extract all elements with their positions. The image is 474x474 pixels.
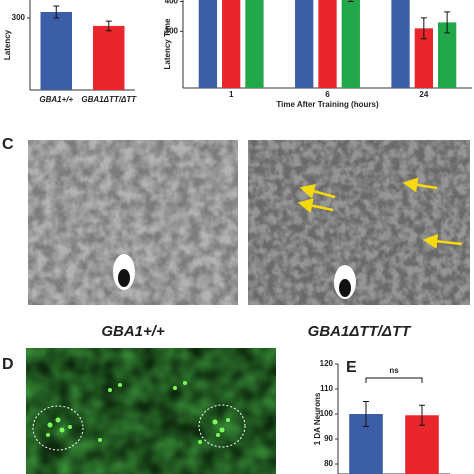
bar	[40, 12, 72, 90]
y-tick-label: 300	[165, 26, 179, 35]
y-tick-label: 300	[12, 13, 26, 22]
y-axis-title: Latency	[3, 29, 12, 60]
esophagus	[118, 269, 130, 287]
x-tick-label: GBA1ΔTT/ΔTT	[81, 95, 137, 104]
y-tick-label: 100	[320, 409, 334, 418]
y-axis-title: Latency Time	[163, 18, 172, 70]
caption: GBA1ΔTT/ΔTT	[308, 323, 412, 340]
x-tick-label: GBA1+/+	[39, 95, 73, 104]
error-bar	[105, 20, 112, 32]
bars	[198, 0, 457, 88]
bar	[198, 0, 218, 88]
image-texture	[26, 348, 276, 474]
panel-label: D	[2, 356, 14, 373]
neurons	[46, 381, 230, 444]
error-bar	[419, 404, 425, 426]
y-tick-label: 80	[324, 459, 333, 468]
error-bar	[444, 11, 451, 34]
panel-label: C	[2, 136, 14, 153]
bar	[222, 0, 241, 88]
panel-d: D	[2, 348, 276, 474]
bar	[245, 0, 264, 88]
y-axis-title: 1 DA Neurons	[313, 392, 322, 445]
significance-bracket	[365, 377, 423, 383]
panel-label: E	[346, 359, 357, 376]
bar	[318, 0, 337, 88]
bar	[437, 22, 457, 88]
bar	[295, 0, 314, 88]
image-texture	[248, 140, 470, 305]
y-tick-label: 110	[320, 384, 333, 393]
error-bar	[420, 17, 427, 40]
x-tick-label: 1	[229, 90, 234, 99]
x-tick-label: 6	[325, 90, 330, 99]
panel-c: C GBA1+/+ GBA1ΔTT/ΔTT	[2, 136, 470, 340]
bar	[391, 0, 410, 88]
y-tick-label: 120	[320, 359, 334, 368]
esophagus	[339, 279, 351, 297]
x-axis-title: Time After Training (hours)	[276, 100, 379, 109]
bar	[341, 0, 360, 88]
y-tick-label: 400	[165, 0, 179, 6]
x-tick-label: 24	[419, 90, 428, 99]
error-bar	[53, 5, 60, 19]
roi-circles	[32, 404, 246, 451]
y-tick-label: 90	[324, 434, 333, 443]
arrows	[297, 177, 463, 249]
bar	[93, 25, 125, 91]
annotation: ns	[389, 366, 399, 375]
bar	[414, 28, 433, 88]
error-bar	[347, 0, 354, 2]
error-bar	[363, 401, 369, 427]
caption: GBA1+/+	[101, 323, 165, 340]
